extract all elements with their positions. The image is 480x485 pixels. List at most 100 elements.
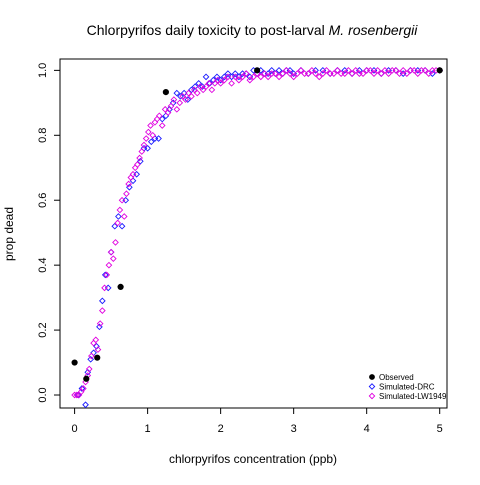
point-simulated-lw1949: [308, 67, 316, 74]
y-axis: 0.0 0.2 0.4 0.6 0.8 1.0: [37, 63, 61, 403]
point-simulated-lw1949: [179, 92, 187, 100]
legend-label: Observed: [379, 373, 414, 382]
y-tick-label: 0.4: [37, 258, 49, 273]
point-simulated-drc: [206, 80, 214, 87]
y-tick-label: 0.8: [37, 128, 49, 143]
point-simulated-lw1949: [129, 170, 137, 178]
point-simulated-lw1949: [114, 219, 122, 227]
point-observed: [71, 359, 78, 366]
x-tick-label: 0: [72, 423, 78, 435]
point-observed: [162, 89, 169, 96]
point-simulated-lw1949: [147, 122, 154, 129]
point-observed: [254, 67, 261, 74]
chart-title: Chlorpyrifos daily toxicity to post-larv…: [87, 22, 419, 38]
point-simulated-lw1949: [228, 80, 235, 87]
point-observed: [94, 354, 101, 361]
point-simulated-lw1949: [330, 70, 338, 77]
point-simulated-lw1949: [286, 70, 294, 77]
series-observed: [71, 67, 443, 382]
point-simulated-lw1949: [158, 122, 166, 129]
point-simulated-lw1949: [392, 67, 400, 74]
point-simulated-drc: [147, 138, 155, 146]
point-simulated-lw1949: [205, 80, 213, 87]
point-simulated-lw1949: [385, 70, 392, 77]
x-tick-label: 3: [291, 423, 297, 435]
point-simulated-drc: [188, 86, 195, 94]
point-simulated-lw1949: [131, 164, 139, 172]
point-observed: [436, 67, 443, 74]
legend-marker: [368, 383, 376, 390]
point-simulated-drc: [101, 271, 109, 279]
point-simulated-drc: [87, 355, 95, 363]
point-simulated-lw1949: [193, 89, 201, 97]
point-simulated-lw1949: [96, 320, 104, 327]
point-simulated-drc: [191, 83, 199, 90]
point-simulated-drc: [133, 170, 141, 178]
point-simulated-lw1949: [264, 73, 272, 81]
legend-marker: [369, 374, 375, 380]
point-observed: [83, 375, 90, 382]
point-simulated-lw1949: [109, 255, 117, 262]
chart-title-main: Chlorpyrifos daily toxicity to post-larv…: [87, 22, 329, 38]
point-simulated-lw1949: [173, 105, 181, 113]
legend-label: Simulated-LW1949: [379, 392, 447, 401]
point-simulated-lw1949: [73, 391, 81, 399]
point-simulated-lw1949: [272, 70, 279, 77]
point-simulated-lw1949: [71, 391, 78, 399]
point-simulated-lw1949: [220, 76, 228, 84]
point-simulated-lw1949: [103, 271, 111, 279]
point-simulated-lw1949: [257, 73, 265, 81]
point-simulated-drc: [93, 342, 100, 350]
chart-title-italic: M. rosenbergii: [329, 22, 419, 38]
point-simulated-drc: [184, 96, 192, 103]
point-simulated-lw1949: [123, 190, 130, 198]
point-simulated-lw1949: [315, 73, 323, 81]
point-simulated-lw1949: [312, 70, 319, 77]
x-axis-label: chlorpyrifos concentration (ppb): [169, 452, 337, 466]
point-simulated-lw1949: [293, 70, 301, 77]
point-simulated-lw1949: [136, 154, 143, 162]
point-simulated-lw1949: [199, 86, 207, 94]
point-simulated-lw1949: [366, 67, 374, 74]
point-simulated-drc: [129, 177, 137, 185]
point-simulated-drc: [118, 222, 126, 230]
y-axis-label: prop dead: [2, 207, 16, 261]
point-simulated-drc: [177, 92, 184, 100]
series-simulated-drc: [74, 67, 444, 409]
point-simulated-lw1949: [403, 70, 411, 77]
point-simulated-lw1949: [185, 89, 192, 97]
point-simulated-lw1949: [176, 99, 184, 107]
point-simulated-drc: [99, 297, 106, 305]
point-simulated-lw1949: [231, 73, 239, 81]
point-simulated-lw1949: [283, 67, 290, 74]
point-simulated-lw1949: [92, 336, 100, 344]
point-observed: [117, 283, 124, 291]
point-simulated-drc: [155, 135, 162, 142]
x-tick-label: 5: [437, 423, 443, 435]
point-simulated-lw1949: [214, 76, 222, 84]
point-simulated-drc: [202, 73, 210, 81]
series-simulated-lw1949: [71, 67, 444, 399]
point-simulated-drc: [275, 67, 283, 74]
point-simulated-drc: [78, 385, 86, 392]
point-simulated-drc: [213, 73, 221, 81]
point-simulated-lw1949: [410, 67, 418, 74]
point-simulated-lw1949: [191, 86, 198, 94]
point-simulated-drc: [96, 323, 103, 331]
point-simulated-lw1949: [341, 70, 349, 77]
point-simulated-drc: [122, 196, 130, 204]
point-simulated-lw1949: [138, 148, 146, 155]
point-simulated-lw1949: [396, 70, 403, 77]
point-simulated-lw1949: [239, 73, 246, 81]
point-simulated-lw1949: [94, 346, 102, 353]
point-simulated-lw1949: [196, 83, 204, 90]
y-tick-label: 1.0: [37, 63, 49, 78]
point-simulated-lw1949: [374, 67, 381, 74]
point-simulated-drc: [224, 70, 232, 77]
point-simulated-lw1949: [421, 67, 429, 74]
point-simulated-lw1949: [149, 131, 157, 139]
x-tick-label: 4: [364, 423, 370, 435]
